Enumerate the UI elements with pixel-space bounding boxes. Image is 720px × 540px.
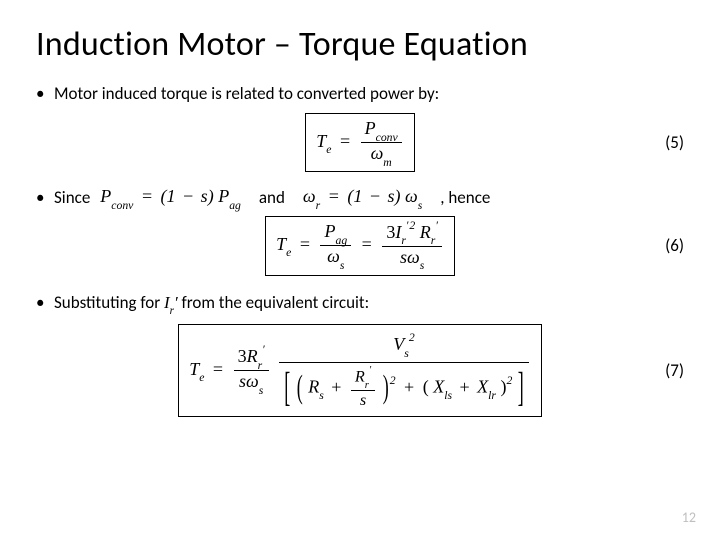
bullet-dot: • [36, 187, 54, 208]
inline-eq-pconv: Pconv = (1 − s) Pag [100, 186, 241, 210]
bullet-3-text: Substituting for Ir′ from the equivalent… [54, 292, 369, 320]
equation-5: Te = Pconv ωm [316, 131, 403, 151]
equation-7-label: (7) [665, 360, 684, 381]
equation-5-row: Te = Pconv ωm (5) [36, 113, 684, 172]
equation-6-row: Te = Pag ωs = 3Ir′ 2 Rr′ sωs (6) [36, 216, 684, 276]
hence-text: , hence [440, 187, 490, 208]
bullet-dot: • [36, 292, 54, 314]
bullet-1: • Motor induced torque is related to con… [36, 83, 684, 105]
bullet-3: • Substituting for Ir′ from the equivale… [36, 292, 684, 320]
page-number: 12 [682, 509, 696, 526]
bullet-dot: • [36, 83, 54, 105]
inline-eq-wr: ωr = (1 − s) ωs [303, 186, 422, 210]
equation-5-box: Te = Pconv ωm [305, 113, 414, 172]
equation-7-row: Te = 3Rr′ sωs Vs2 [ ( Rs + [36, 324, 684, 416]
since-text: Since [54, 187, 90, 208]
slide: Induction Motor – Torque Equation • Moto… [0, 0, 720, 540]
equation-6-label: (6) [665, 235, 684, 256]
equation-6-box: Te = Pag ωs = 3Ir′ 2 Rr′ sωs [265, 216, 455, 276]
bullet-1-text: Motor induced torque is related to conve… [54, 83, 439, 105]
equation-7-box: Te = 3Rr′ sωs Vs2 [ ( Rs + [178, 324, 542, 416]
and-text: and [259, 187, 285, 208]
page-title: Induction Motor – Torque Equation [36, 24, 684, 65]
bullet-2: • Since Pconv = (1 − s) Pag and ωr = (1 … [36, 186, 684, 210]
equation-5-label: (5) [665, 132, 684, 153]
equation-6: Te = Pag ωs = 3Ir′ 2 Rr′ sωs [276, 234, 444, 254]
equation-7: Te = 3Rr′ sωs Vs2 [ ( Rs + [189, 359, 531, 379]
